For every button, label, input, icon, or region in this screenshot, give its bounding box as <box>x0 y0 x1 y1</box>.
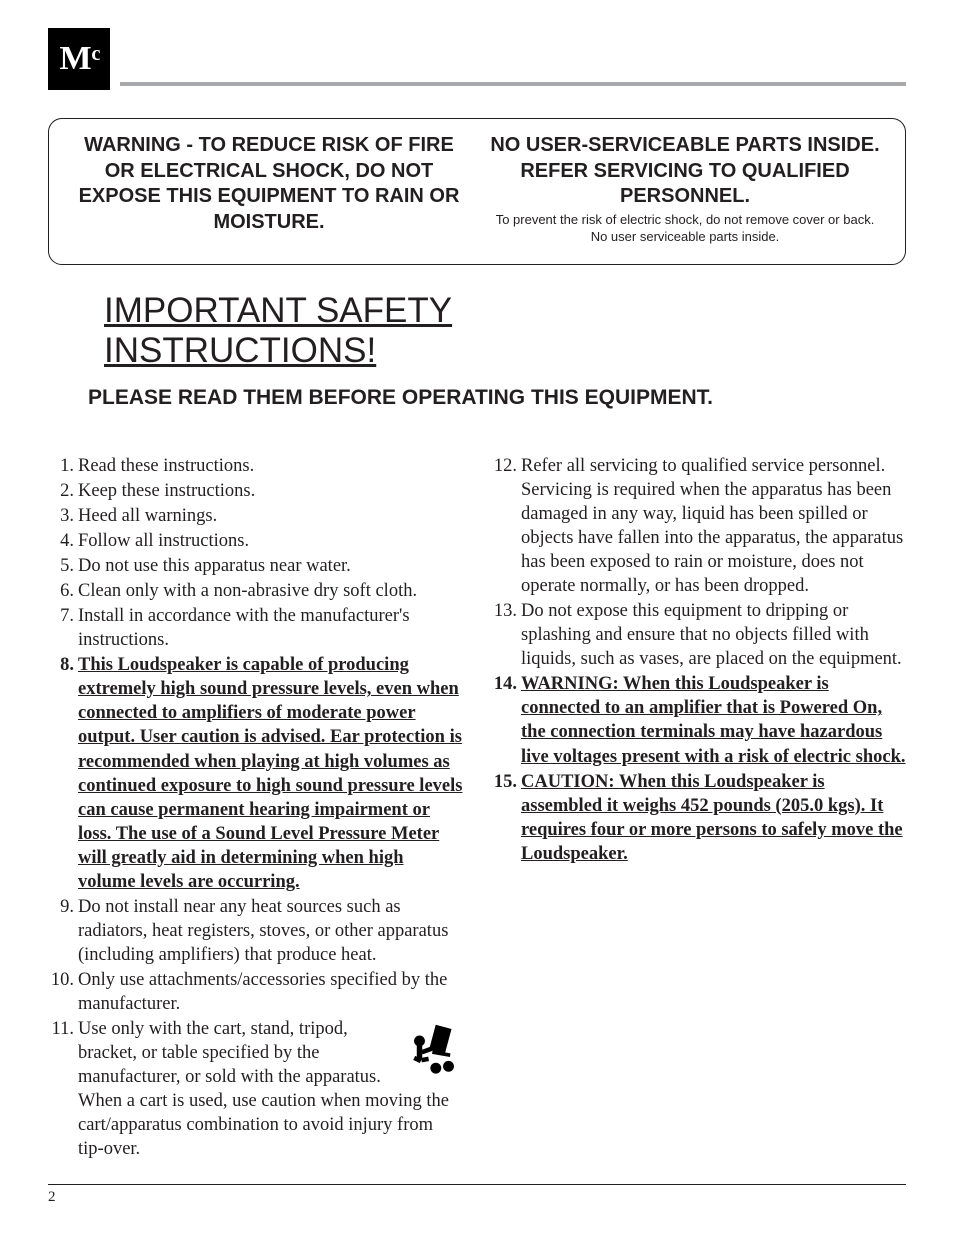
header-rule <box>120 82 906 86</box>
brand-logo-text: Mͨ <box>60 40 99 78</box>
instruction-number: 6. <box>48 579 74 603</box>
instruction-text: Do not expose this equipment to dripping… <box>521 601 902 669</box>
instruction-number: 5. <box>48 554 74 578</box>
instruction-item: 15.CAUTION: When this Loudspeaker is ass… <box>491 770 906 866</box>
cart-tip-icon <box>405 1021 463 1079</box>
instruction-item: 4.Follow all instructions. <box>48 529 463 553</box>
instruction-item: 14.WARNING: When this Loudspeaker is con… <box>491 672 906 768</box>
instruction-number: 12. <box>491 454 517 478</box>
instruction-item: 9.Do not install near any heat sources s… <box>48 895 463 967</box>
instruction-item: 7.Install in accordance with the manufac… <box>48 604 463 652</box>
instruction-number: 7. <box>48 604 74 628</box>
section-title-line1: IMPORTANT SAFETY <box>104 291 906 331</box>
instruction-item: 5.Do not use this apparatus near water. <box>48 554 463 578</box>
instruction-number: 4. <box>48 529 74 553</box>
instruction-text: Clean only with a non-abrasive dry soft … <box>78 581 417 601</box>
warning-left: WARNING - TO REDUCE RISK OF FIRE OR ELEC… <box>73 133 465 246</box>
brand-logo: Mͨ <box>48 28 110 90</box>
instruction-text: Heed all warnings. <box>78 506 217 526</box>
warning-panel: WARNING - TO REDUCE RISK OF FIRE OR ELEC… <box>48 118 906 265</box>
instruction-number: 14. <box>491 672 517 696</box>
instruction-number: 1. <box>48 454 74 478</box>
instruction-number: 3. <box>48 504 74 528</box>
warning-right: NO USER-SERVICEABLE PARTS INSIDE. REFER … <box>489 133 881 246</box>
instruction-number: 13. <box>491 599 517 623</box>
instruction-item: 2.Keep these instructions. <box>48 479 463 503</box>
instruction-text: WARNING: When this Loudspeaker is connec… <box>521 674 906 766</box>
instructions-columns: 1.Read these instructions.2.Keep these i… <box>48 454 906 1162</box>
instructions-list-left: 1.Read these instructions.2.Keep these i… <box>48 454 463 1161</box>
cart-tip-icon <box>405 1021 463 1079</box>
instruction-text: Install in accordance with the manufactu… <box>78 606 410 650</box>
instruction-text: Keep these instructions. <box>78 481 255 501</box>
instruction-text: This Loudspeaker is capable of producing… <box>78 655 462 891</box>
page-footer: 2 <box>48 1184 906 1206</box>
warning-right-heading: NO USER-SERVICEABLE PARTS INSIDE. REFER … <box>489 133 881 210</box>
page-header: Mͨ <box>48 28 906 90</box>
instruction-item: 1.Read these instructions. <box>48 454 463 478</box>
warning-left-heading: WARNING - TO REDUCE RISK OF FIRE OR ELEC… <box>73 133 465 235</box>
instruction-number: 8. <box>48 653 74 677</box>
instruction-text: Do not install near any heat sources suc… <box>78 897 448 965</box>
instruction-number: 15. <box>491 770 517 794</box>
instruction-number: 2. <box>48 479 74 503</box>
instruction-text: Do not use this apparatus near water. <box>78 556 351 576</box>
page-number: 2 <box>48 1189 56 1205</box>
instruction-text: Refer all servicing to qualified service… <box>521 456 903 596</box>
instruction-text: CAUTION: When this Loudspeaker is assemb… <box>521 772 903 864</box>
instruction-item: 3.Heed all warnings. <box>48 504 463 528</box>
section-subtitle: PLEASE READ THEM BEFORE OPERATING THIS E… <box>88 385 906 412</box>
instruction-item: 13.Do not expose this equipment to dripp… <box>491 599 906 671</box>
instruction-item: 12.Refer all servicing to qualified serv… <box>491 454 906 598</box>
instructions-col-right: 12.Refer all servicing to qualified serv… <box>491 454 906 1162</box>
instructions-col-left: 1.Read these instructions.2.Keep these i… <box>48 454 463 1162</box>
section-heading: IMPORTANT SAFETY INSTRUCTIONS! <box>104 291 906 372</box>
instruction-item: 8.This Loudspeaker is capable of produci… <box>48 653 463 893</box>
instruction-number: 10. <box>48 968 74 992</box>
instruction-item: 10.Only use attachments/accessories spec… <box>48 968 463 1016</box>
instructions-list-right: 12.Refer all servicing to qualified serv… <box>491 454 906 866</box>
instruction-item: 6.Clean only with a non-abrasive dry sof… <box>48 579 463 603</box>
instruction-text: Read these instructions. <box>78 456 254 476</box>
instruction-number: 11. <box>48 1017 74 1041</box>
instruction-text: Use only with the cart, stand, tripod, b… <box>78 1019 449 1159</box>
instruction-number: 9. <box>48 895 74 919</box>
instruction-text: Follow all instructions. <box>78 531 249 551</box>
instruction-item: 11. Use only with the cart, stand, tripo… <box>48 1017 463 1161</box>
instruction-text: Only use attachments/accessories specifi… <box>78 970 447 1014</box>
section-title-line2: INSTRUCTIONS! <box>104 331 906 371</box>
warning-right-sub: To prevent the risk of electric shock, d… <box>489 212 881 246</box>
